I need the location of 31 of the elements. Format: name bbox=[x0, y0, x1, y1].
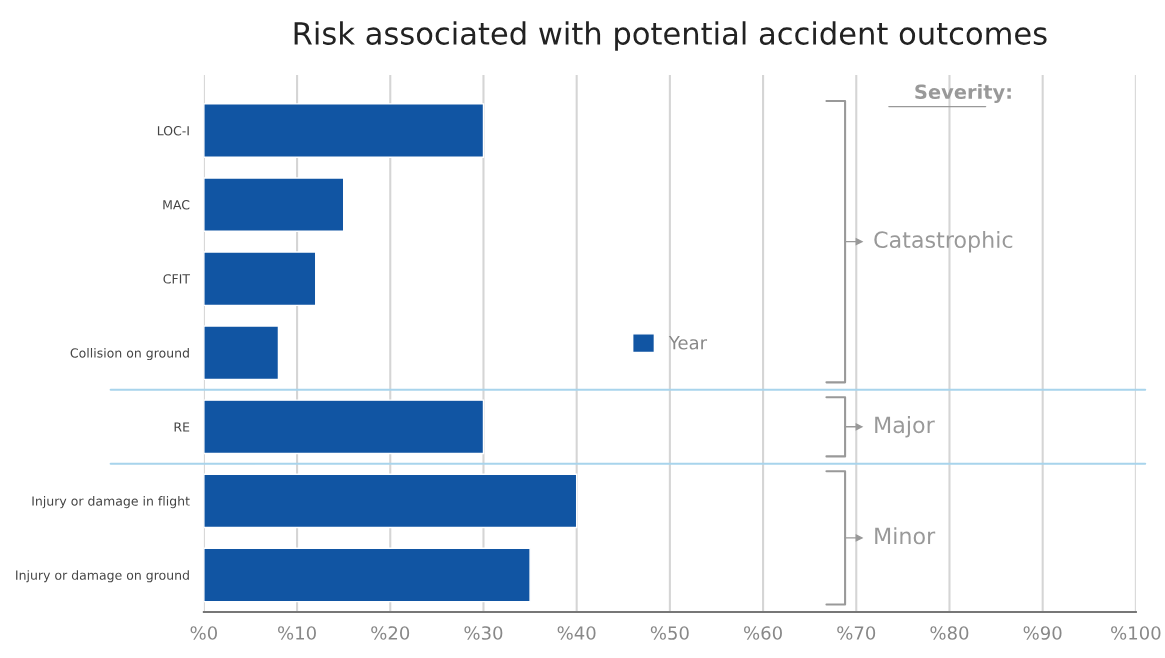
y-tick-label: MAC bbox=[163, 200, 190, 210]
x-tick-label: %90 bbox=[1023, 626, 1062, 640]
y-tick-label: Injury or damage on ground bbox=[16, 570, 189, 583]
bar bbox=[203, 325, 280, 381]
annotation: Major bbox=[875, 416, 935, 438]
annotation: Minor bbox=[875, 527, 936, 545]
x-tick-label: %80 bbox=[930, 626, 969, 640]
bar bbox=[203, 251, 317, 307]
x-tick-label: %20 bbox=[371, 626, 410, 640]
y-tick-label: CFIT bbox=[163, 274, 191, 284]
bar bbox=[203, 399, 485, 455]
bar bbox=[203, 103, 485, 158]
x-tick-label: %60 bbox=[744, 626, 782, 640]
bar bbox=[203, 547, 531, 603]
x-tick-label: %100 bbox=[1111, 626, 1161, 640]
y-tick-label: Collision on ground bbox=[70, 347, 189, 361]
chart-title: Risk associated with potential accident outcomes bbox=[294, 21, 1047, 51]
x-tick-label: %10 bbox=[278, 626, 316, 640]
bar bbox=[203, 177, 345, 232]
x-tick-label: %70 bbox=[837, 626, 876, 640]
bar bbox=[203, 473, 578, 529]
x-tick-label: %0 bbox=[190, 626, 217, 640]
y-tick-label: RE bbox=[174, 422, 190, 432]
x-tick-label: %50 bbox=[650, 626, 689, 640]
y-tick-label: Injury or damage in flight bbox=[32, 496, 190, 509]
annotation: Severity: bbox=[915, 84, 1011, 104]
annotation: Catastrophic bbox=[874, 230, 1013, 253]
legend-label: Year bbox=[668, 336, 708, 350]
x-tick-label: %40 bbox=[557, 626, 596, 640]
x-tick-label: %30 bbox=[464, 626, 503, 640]
y-tick-label: LOC-I bbox=[157, 126, 189, 136]
